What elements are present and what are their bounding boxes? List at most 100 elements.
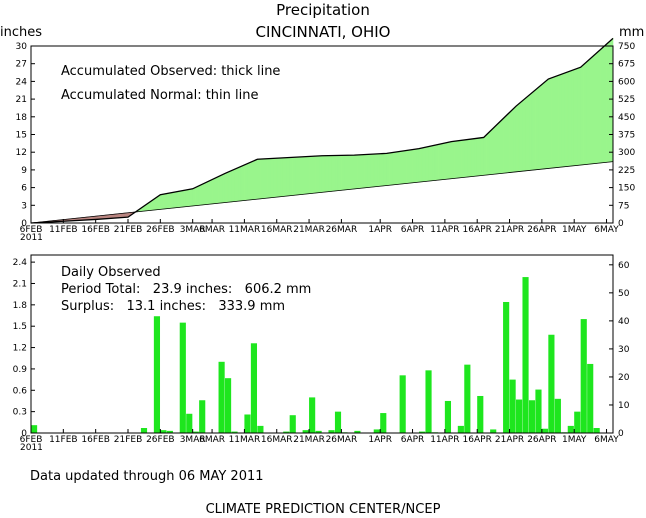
surplus-area <box>286 157 290 197</box>
surplus-area <box>502 114 507 174</box>
surplus-text: Surplus: 13.1 inches: 333.9 mm <box>61 299 285 314</box>
daily-bar <box>593 428 600 433</box>
x-tick-label: 1MAY <box>562 435 587 445</box>
daily-bar <box>419 431 426 433</box>
surplus-area <box>247 161 252 201</box>
surplus-area <box>344 154 349 191</box>
surplus-area <box>240 164 245 202</box>
surplus-area <box>179 190 184 208</box>
daily-bar <box>490 429 497 433</box>
x-year-label: 2011 <box>20 443 43 453</box>
surplus-area <box>189 188 193 207</box>
daily-bar <box>309 397 316 433</box>
surplus-area <box>470 138 475 177</box>
right-unit-label: mm <box>619 25 644 40</box>
y-tick-label-right: 375 <box>618 131 635 141</box>
x-tick-label: 21APR <box>495 435 524 445</box>
surplus-area <box>454 140 459 179</box>
x-tick-label: 16FEB <box>81 435 110 445</box>
x-tick-label: 6APR <box>401 225 425 235</box>
x-tick-label: 6APR <box>401 435 425 445</box>
surplus-area <box>396 151 400 185</box>
surplus-area <box>402 150 407 185</box>
x-tick-label: 26APR <box>527 435 556 445</box>
surplus-area <box>176 190 181 208</box>
location-label: CINCINNATI, OHIO <box>256 23 391 41</box>
surplus-area <box>505 111 510 174</box>
update-note: Data updated through 06 MAY 2011 <box>30 469 264 484</box>
surplus-area <box>160 193 164 210</box>
y-tick-label-left: 21 <box>16 95 27 105</box>
x-tick-label: 26APR <box>527 225 556 235</box>
surplus-area <box>318 155 323 193</box>
x-tick-label: 16FEB <box>81 225 110 235</box>
legend-normal: Accumulated Normal: thin line <box>61 88 259 103</box>
surplus-area <box>305 156 310 195</box>
surplus-area <box>531 89 536 171</box>
surplus-area <box>282 157 287 197</box>
y-tick-label-right: 50 <box>618 289 630 299</box>
surplus-area <box>198 183 203 206</box>
accumulated-observed-line <box>30 37 614 224</box>
surplus-area <box>244 163 248 201</box>
daily-bar <box>425 370 432 433</box>
surplus-area <box>386 152 391 186</box>
surplus-area <box>337 155 342 191</box>
y-tick-label-left: 0 <box>21 219 27 229</box>
daily-bar <box>354 430 361 433</box>
surplus-area <box>263 158 268 199</box>
y-tick-label-left: 24 <box>16 77 28 87</box>
y-tick-label-right: 0 <box>618 429 624 439</box>
x-tick-label: 1MAY <box>562 225 587 235</box>
surplus-area <box>231 168 235 203</box>
surplus-area <box>586 57 591 165</box>
surplus-area <box>577 66 581 166</box>
surplus-area <box>321 155 326 193</box>
x-tick-label: 26FEB <box>146 225 175 235</box>
x-tick-label: 16APR <box>463 225 492 235</box>
daily-bar <box>503 301 510 433</box>
daily-panel: Daily Observed Period Total: 23.9 inches… <box>13 254 630 453</box>
surplus-area <box>580 63 585 166</box>
surplus-area <box>269 158 274 199</box>
surplus-area <box>606 40 611 163</box>
daily-bar <box>328 430 335 433</box>
surplus-area <box>408 149 413 184</box>
x-tick-label: 16MAR <box>261 435 293 445</box>
daily-bar <box>218 361 225 433</box>
surplus-area <box>276 157 281 198</box>
y-tick-label-left: 12 <box>16 148 27 158</box>
daily-bar <box>31 425 38 433</box>
surplus-area <box>250 160 255 201</box>
surplus-area <box>257 158 261 200</box>
y-tick-label-left: 9 <box>21 166 27 176</box>
daily-bar <box>464 364 471 433</box>
y-tick-label-left: 18 <box>16 113 28 123</box>
daily-bar <box>477 395 484 433</box>
accumulated-normal-line <box>30 161 614 224</box>
accumulated-panel: Accumulated Observed: thick line Accumul… <box>16 37 635 243</box>
surplus-area <box>211 177 216 205</box>
daily-bar <box>186 413 193 433</box>
surplus-area <box>379 153 384 187</box>
daily-bar <box>289 415 296 433</box>
daily-bar <box>580 319 587 433</box>
surplus-area <box>512 105 517 173</box>
surplus-area <box>366 153 371 188</box>
daily-plot-frame <box>30 254 614 434</box>
y-tick-label-right: 675 <box>618 60 635 70</box>
daily-bar <box>244 414 251 433</box>
surplus-area <box>602 43 607 163</box>
daily-bar <box>516 399 523 433</box>
y-tick-label-left: 6 <box>21 184 27 194</box>
daily-bar <box>522 277 529 433</box>
surplus-area <box>548 77 552 169</box>
y-tick-label-right: 300 <box>618 148 635 158</box>
surplus-area <box>528 91 533 171</box>
y-tick-label-right: 750 <box>618 42 635 52</box>
surplus-area <box>535 86 539 171</box>
surplus-area <box>415 148 420 183</box>
x-tick-label: 21FEB <box>114 435 143 445</box>
surplus-area <box>308 155 313 195</box>
